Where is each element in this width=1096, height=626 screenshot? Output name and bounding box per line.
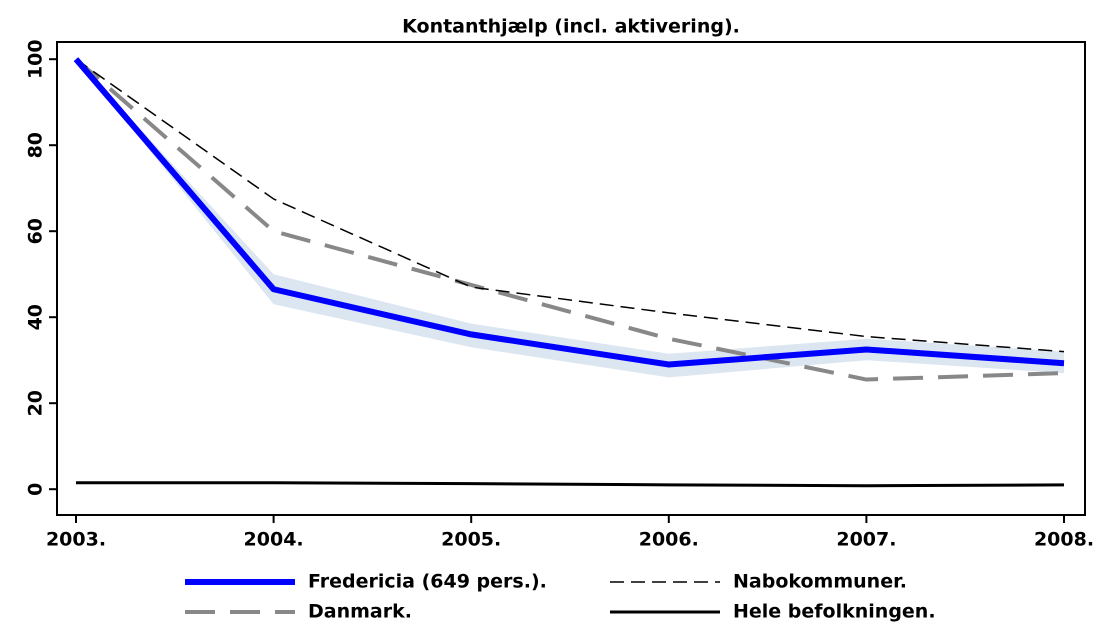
x-tick-label: 2003. xyxy=(46,529,106,551)
x-tick-label: 2004. xyxy=(244,529,304,551)
legend-label: Danmark. xyxy=(308,601,412,623)
y-tick-label: 80 xyxy=(25,132,47,158)
confidence-band xyxy=(76,59,1064,378)
series-line xyxy=(73,57,1065,368)
legend-label: Hele befolkningen. xyxy=(733,601,936,623)
x-tick-label: 2008. xyxy=(1034,529,1094,551)
chart-title: Kontanthjælp (incl. aktivering). xyxy=(402,16,740,38)
x-tick-label: 2007. xyxy=(836,529,896,551)
y-tick-label: 100 xyxy=(25,39,47,79)
legend-label: Fredericia (649 pers.). xyxy=(308,571,547,593)
y-tick-label: 0 xyxy=(25,483,47,496)
x-tick-label: 2006. xyxy=(639,529,699,551)
plot-frame xyxy=(56,41,1086,516)
legend-label: Nabokommuner. xyxy=(733,571,907,593)
series-line xyxy=(74,57,1065,382)
y-tick-label: 20 xyxy=(25,390,47,416)
x-tick-label: 2005. xyxy=(441,529,501,551)
y-tick-label: 40 xyxy=(25,304,47,330)
series-line xyxy=(75,58,1065,353)
y-tick-label: 60 xyxy=(25,218,47,244)
series-line xyxy=(76,481,1065,488)
